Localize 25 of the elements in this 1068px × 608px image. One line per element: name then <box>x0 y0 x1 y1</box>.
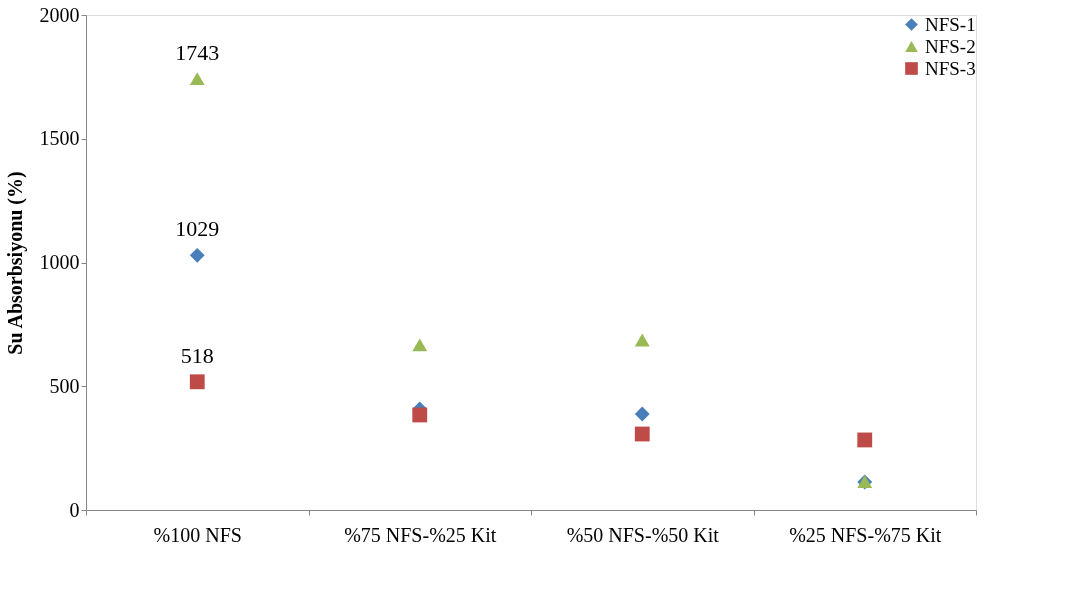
x-tick-label: %100 NFS <box>153 523 242 546</box>
x-tick-label: %50 NFS-%50 Kit <box>566 523 720 546</box>
point <box>189 247 205 263</box>
x-tick-label: %75 NFS-%25 Kit <box>344 523 497 546</box>
x-tick-label: %25 NFS-%75 Kit <box>789 523 942 546</box>
legend-label: NFS-1 <box>925 13 976 35</box>
point <box>189 72 205 86</box>
point <box>857 432 873 448</box>
point <box>412 407 428 423</box>
point <box>634 406 650 422</box>
legend-label: NFS-3 <box>925 57 976 79</box>
legend-label: NFS-2 <box>925 35 976 57</box>
y-tick-label: 500 <box>49 374 80 397</box>
point <box>412 338 428 352</box>
data-label: 1029 <box>175 216 220 242</box>
data-label: 1743 <box>175 39 220 65</box>
y-tick-label: 1500 <box>39 127 80 150</box>
point <box>634 426 650 442</box>
point <box>189 374 205 390</box>
y-tick-label: 2000 <box>39 3 80 26</box>
y-tick-label: 0 <box>69 498 80 521</box>
y-axis-title: Su Absorbsiyonu (%) <box>3 171 27 355</box>
y-tick-label: 1000 <box>39 251 80 273</box>
point <box>634 333 650 347</box>
data-label: 518 <box>180 342 214 368</box>
